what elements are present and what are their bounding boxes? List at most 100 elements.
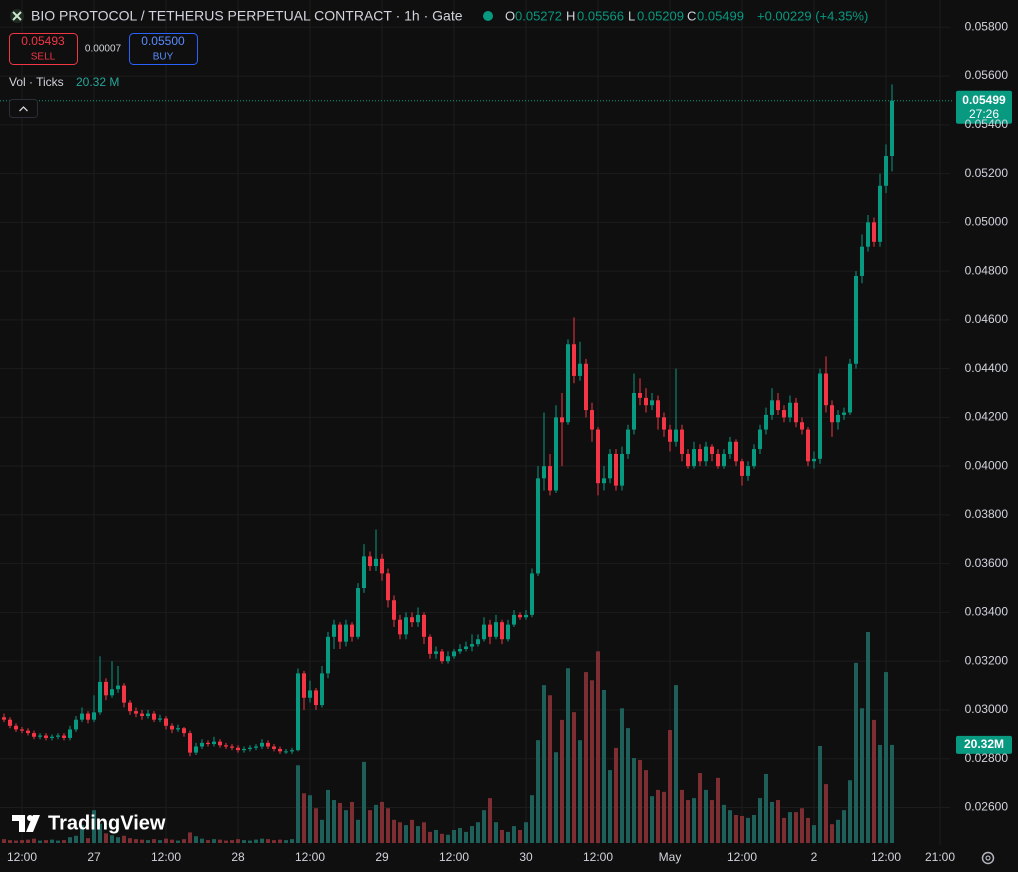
candle-body [254,746,258,748]
candle-body [848,363,852,413]
candle-body [728,441,732,454]
last-price-tag [956,90,1012,124]
candle-body [296,673,300,751]
volume-bar [692,798,696,843]
candle-body [404,617,408,635]
candle-body [422,614,426,637]
candle-body [110,689,114,696]
y-tick-label: 0.05400 [965,117,1009,131]
volume-bar [596,651,600,843]
volume-bar [404,825,408,843]
candle-body [92,712,96,720]
collapse-button[interactable] [9,99,38,118]
candle-body [626,429,630,454]
candle-body [710,446,714,454]
y-tick-label: 0.04800 [965,263,1009,277]
y-tick-label: 0.04000 [965,458,1009,472]
buy-button[interactable]: 0.05500 BUY [129,33,198,65]
volume-bar [26,839,30,843]
x-tick-label: 30 [519,850,533,864]
candle-body [650,400,654,406]
volume-bar [572,712,576,843]
candle-body [248,747,252,749]
candle-body [458,648,462,652]
volume-bar [464,831,468,843]
candle-body [608,453,612,479]
y-tick-label: 0.03200 [965,653,1009,667]
candle-body [824,373,828,406]
candle-body [656,400,660,418]
trade-buttons: 0.05493 SELL 0.00007 0.05500 BUY [9,33,198,65]
volume-bar [242,840,246,843]
last-price-label: 0.05499 [962,93,1006,107]
candle-body [878,185,882,242]
candle-body [542,466,546,479]
candle-body [668,429,672,442]
candle-body [512,614,516,625]
volume-bar [494,822,498,843]
sell-box[interactable] [9,33,78,65]
volume-bar [704,789,708,843]
settings-button[interactable] [981,851,995,865]
volume-bar [80,825,84,843]
y-tick-label: 0.05800 [965,19,1009,33]
settings-icon[interactable] [981,851,995,865]
volume-bar [338,802,342,843]
x-tick-label: 27 [87,850,101,864]
collapse-box[interactable] [9,99,38,118]
candle-body [164,718,168,726]
candle-body [452,651,456,657]
candle-body [236,747,240,751]
volume-bar [122,835,126,843]
volume-bar [368,810,372,843]
volume-bar [476,822,480,843]
volume-bar [764,773,768,843]
candle-body [188,733,192,753]
collapse-icon[interactable] [19,106,28,112]
volume-bar [32,838,36,843]
volume-bar [104,833,108,843]
volume-bar [86,838,90,843]
volume-bar [608,770,612,843]
volume-bar [290,839,294,843]
candle-body [80,713,84,720]
ohlc-value: 0.05566 [577,8,624,23]
candle-body [302,673,306,698]
volume-bar [152,839,156,843]
volume-bar [332,800,336,843]
volume-bar [50,839,54,843]
change: +0.00229 (+4.35%) [757,8,868,23]
volume-bar [398,822,402,843]
candle-body [446,656,450,662]
volume-bar [302,793,306,843]
buy-label[interactable]: BUY [153,52,174,63]
candle-body [56,735,60,737]
volume-bar [686,800,690,843]
volume-bar [8,840,12,843]
candle-body [674,429,678,442]
candle-body [632,393,636,430]
sell-price[interactable]: 0.05493 [21,34,65,48]
watermark-text: TradingView [48,812,166,834]
sell-button[interactable]: 0.05493 SELL [9,33,78,65]
x-tick-label: May [659,850,682,864]
buy-price[interactable]: 0.05500 [141,34,185,48]
volume-bar [200,838,204,843]
candle-body [566,344,570,423]
volume-bar [812,825,816,843]
candle-body [26,730,30,734]
volume-bar [776,800,780,843]
candle-body [122,685,126,703]
buy-box[interactable] [129,33,198,65]
candle-body [140,713,144,717]
sell-label[interactable]: SELL [31,52,56,63]
volume-bar [116,837,120,843]
candle-body [392,600,396,620]
candle-body [176,728,180,730]
candle-body [134,711,138,714]
x-tick-label: 2 [811,850,818,864]
settings-icon-core[interactable] [985,855,991,861]
candle-body [260,742,264,747]
candle-body [638,393,642,398]
